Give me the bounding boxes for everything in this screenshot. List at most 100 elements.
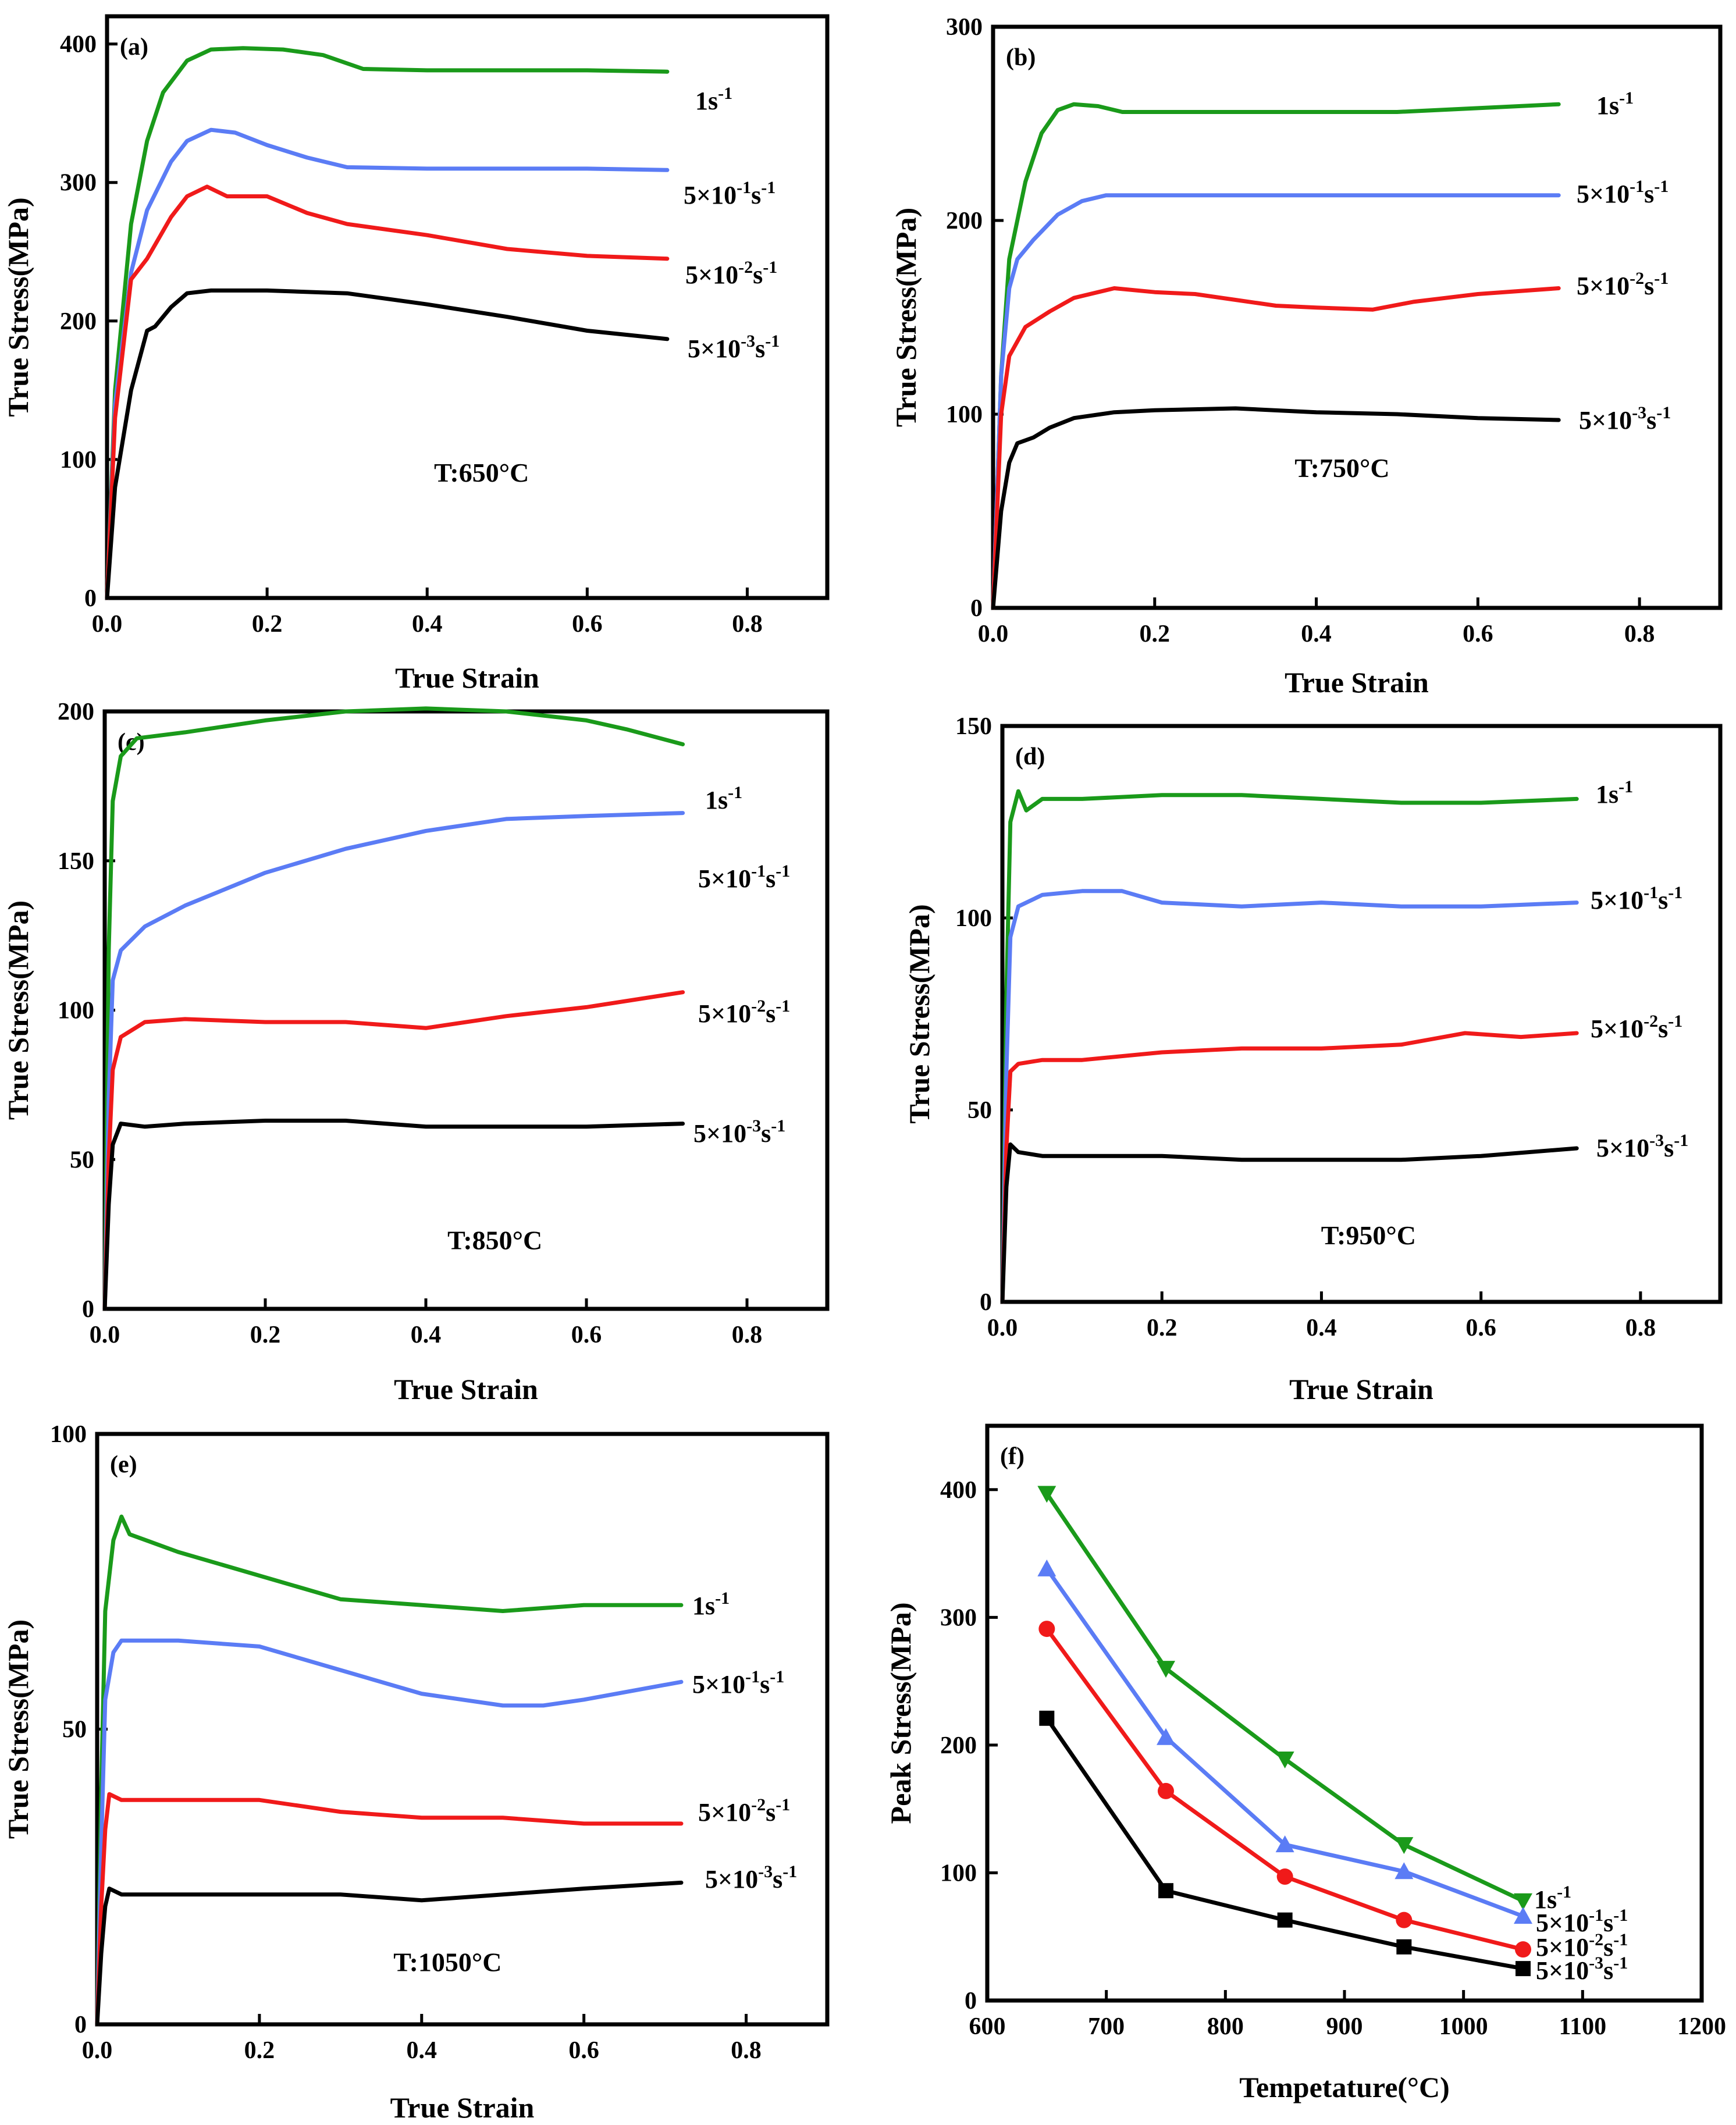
temperature-label: T:950°C	[1321, 1220, 1416, 1250]
x-tick-label: 0.6	[571, 1322, 602, 1348]
series-line-4	[1000, 1142, 1579, 1304]
x-axis-label: True Strain	[1289, 1373, 1433, 1405]
x-tick-label: 0.0	[82, 2037, 113, 2064]
series-label-base: s	[1603, 1909, 1613, 1937]
series-label-3: 5×10-2s-1	[1577, 269, 1669, 300]
x-tick-label: 900	[1326, 2013, 1363, 2040]
series-label-exponent: -1	[1654, 269, 1669, 288]
chart-panel-5: 0.0 0.2 0.4 0.6 0.8 0 50 100 True Strain True Str…	[2, 1421, 830, 2124]
series-line-1	[102, 706, 685, 1311]
series-line-2	[1044, 1567, 1525, 1918]
series-line-1	[105, 46, 670, 600]
series-label-exponent: -1	[1643, 883, 1658, 902]
series-label-base: 5×10	[688, 334, 741, 363]
x-tick-label: 0.4	[1306, 1315, 1337, 1341]
y-tick-label: 100	[940, 1860, 977, 1886]
x-tick-label: 0.4	[412, 611, 443, 638]
y-tick-label: 100	[955, 905, 992, 932]
y-axis-label: True Stress(MPa)	[2, 197, 34, 417]
panel-label: (b)	[1006, 44, 1036, 71]
series-label-base: 1s	[705, 786, 728, 814]
series-label-base: s	[1658, 1015, 1668, 1043]
series-label-exponent: -1	[751, 862, 766, 881]
series-label-1: 1s-1	[705, 783, 742, 814]
series-label-base: 5×10	[1591, 1015, 1643, 1043]
y-tick-label: 50	[70, 1147, 94, 1173]
data-point-marker	[1039, 1710, 1055, 1726]
data-point-marker	[1277, 1912, 1293, 1928]
series-label-base: 5×10	[705, 1865, 758, 1893]
series-label-exponent: -1	[1557, 1882, 1571, 1902]
x-tick-label: 0.0	[92, 611, 123, 638]
series-label-base: 1s	[1596, 780, 1618, 809]
chart-panel-1: 0.0 0.2 0.4 0.6 0.8 0 100 200 300 400 True Strain T…	[2, 14, 830, 694]
series-label-exponent: -2	[751, 1795, 766, 1814]
y-tick-label: 300	[946, 14, 983, 41]
y-axis-label: True Stress(MPa)	[890, 208, 922, 427]
data-point-marker	[1158, 1883, 1173, 1899]
series-label-base: 1s	[695, 87, 718, 115]
series-label-exponent: -2	[1630, 269, 1644, 288]
series-label-base: 5×10	[1577, 180, 1630, 208]
series-label-exponent: -1	[728, 783, 742, 802]
x-axis-label: Tempetature(°C)	[1239, 2071, 1450, 2103]
series-label-exponent: -1	[763, 258, 777, 277]
series-label-base: s	[1644, 272, 1654, 300]
series-label-2: 5×10-1s-1	[1536, 1906, 1628, 1937]
series-label-exponent: -1	[765, 332, 780, 351]
x-tick-label: 1100	[1559, 2013, 1606, 2040]
y-tick-label: 0	[965, 1988, 977, 2014]
series-label-exponent: -1	[1654, 177, 1669, 196]
data-point-marker	[1037, 1486, 1056, 1503]
series-label-1: 1s-1	[692, 1589, 730, 1620]
series-label-exponent: -1	[1668, 883, 1682, 902]
panel-label: (a)	[120, 34, 148, 60]
series-label-base: s	[1658, 886, 1668, 914]
series-label-1: 1s-1	[695, 84, 732, 115]
x-tick-label: 0.6	[572, 611, 603, 638]
data-point-marker	[1038, 1621, 1055, 1638]
series-label-base: s	[760, 1670, 770, 1699]
series-line-2	[102, 811, 685, 1311]
data-point-marker	[1516, 1961, 1531, 1977]
x-tick-label: 0.4	[411, 1322, 442, 1348]
series-line-1	[95, 1514, 684, 2027]
x-tick-label: 800	[1207, 2013, 1244, 2040]
x-tick-label: 0.0	[978, 621, 1009, 647]
x-tick-label: 0.8	[731, 2037, 762, 2064]
x-tick-label: 600	[969, 2013, 1006, 2040]
y-tick-label: 0	[82, 1296, 94, 1323]
series-label-4: 5×10-3s-1	[705, 1862, 797, 1893]
x-tick-label: 0.8	[732, 611, 763, 638]
data-point-marker	[1275, 1835, 1294, 1853]
series-label-base: s	[761, 1119, 771, 1148]
series-line-4	[991, 406, 1561, 610]
series-line-1	[991, 102, 1561, 610]
chart-panel-2: 0.0 0.2 0.4 0.6 0.8 0 100 200 300 True Strain True…	[890, 14, 1723, 699]
temperature-label: T:750°C	[1294, 453, 1389, 483]
series-label-base: s	[1644, 180, 1654, 208]
series-label-exponent: -2	[751, 996, 766, 1016]
x-tick-label: 0.6	[1463, 621, 1493, 647]
y-tick-label: 50	[967, 1097, 992, 1124]
y-tick-label: 0	[84, 585, 97, 612]
series-label-exponent: -2	[738, 258, 753, 277]
series-label-base: 5×10	[1536, 1933, 1589, 1962]
x-tick-label: 0.8	[1624, 621, 1655, 647]
series-label-base: 5×10	[1596, 1134, 1649, 1162]
series-label-exponent: -2	[1589, 1930, 1603, 1949]
series-label-base: 5×10	[698, 999, 751, 1028]
series-label-base: 5×10	[698, 864, 751, 893]
y-tick-label: 100	[50, 1421, 87, 1448]
x-tick-label: 0.2	[1140, 621, 1171, 647]
x-tick-label: 0.8	[732, 1322, 763, 1348]
series-label-3: 5×10-2s-1	[698, 1795, 790, 1827]
series-label-base: s	[766, 999, 775, 1028]
series-label-base: 5×10	[692, 1670, 745, 1699]
series-label-base: 5×10	[685, 261, 738, 289]
series-label-3: 5×10-2s-1	[1536, 1930, 1628, 1962]
series-label-exponent: -1	[718, 84, 732, 103]
y-tick-label: 150	[58, 848, 94, 875]
data-point-marker	[1514, 1907, 1532, 1924]
